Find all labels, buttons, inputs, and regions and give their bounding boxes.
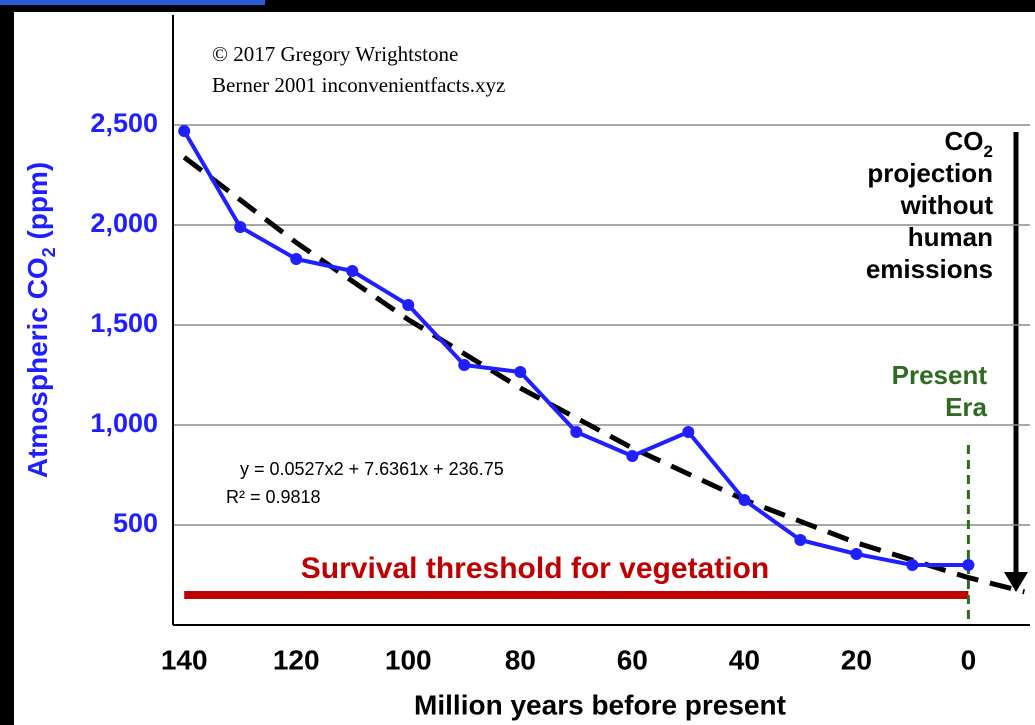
projection-note: without: [900, 190, 994, 220]
equation: y = 0.0527x2 + 7.6361x + 236.75: [240, 459, 504, 479]
threshold-label: Survival threshold for vegetation: [301, 552, 769, 585]
present-label: Era: [945, 392, 987, 422]
projection-co: CO: [945, 126, 984, 156]
y-tick-label: 1,500: [90, 308, 158, 338]
projection-note: CO2: [945, 126, 993, 161]
data-point: [850, 548, 863, 560]
x-tick-label: 100: [385, 644, 432, 675]
y-axis-label: Atmospheric CO2 (ppm): [22, 162, 58, 478]
x-tick-label: 140: [161, 644, 208, 675]
arrow-head: [1004, 572, 1028, 592]
credit: Berner 2001 inconvenientfacts.xyz: [212, 73, 505, 97]
data-point: [514, 366, 527, 378]
credit: © 2017 Gregory Wrightstone: [212, 42, 458, 66]
y-tick-label: 500: [113, 508, 158, 538]
data-point: [290, 253, 303, 265]
data-point: [794, 534, 807, 546]
present-label: Present: [892, 360, 988, 390]
x-tick-label: 20: [841, 644, 872, 675]
projection-sub: 2: [984, 142, 993, 161]
equation: R² = 0.9818: [226, 487, 321, 507]
data-point: [906, 559, 919, 571]
y-tick-label: 2,000: [90, 208, 158, 238]
data-point: [178, 125, 191, 137]
projection-note: emissions: [866, 254, 993, 284]
y-label-part: (ppm): [22, 162, 53, 248]
data-point: [234, 221, 247, 233]
y-label-sub: 2: [39, 247, 59, 257]
data-point: [682, 426, 695, 438]
data-point: [458, 359, 471, 371]
top-bar: [0, 0, 265, 5]
y-label-part: Atmospheric CO: [22, 257, 53, 478]
y-tick-label: 1,000: [90, 408, 158, 438]
x-tick-label: 60: [617, 644, 648, 675]
x-tick-label: 80: [505, 644, 536, 675]
projection-note: projection: [867, 158, 993, 188]
y-tick-label: 2,500: [90, 108, 158, 138]
data-point: [346, 265, 359, 277]
x-tick-label: 0: [961, 644, 977, 675]
projection-note: human: [908, 222, 993, 252]
x-tick-label: 120: [273, 644, 320, 675]
x-axis-label: Million years before present: [414, 689, 786, 720]
data-point: [402, 299, 415, 311]
data-point: [626, 450, 639, 462]
data-point: [570, 426, 583, 438]
data-point: [962, 559, 975, 571]
data-point: [738, 494, 751, 506]
x-tick-label: 40: [729, 644, 760, 675]
